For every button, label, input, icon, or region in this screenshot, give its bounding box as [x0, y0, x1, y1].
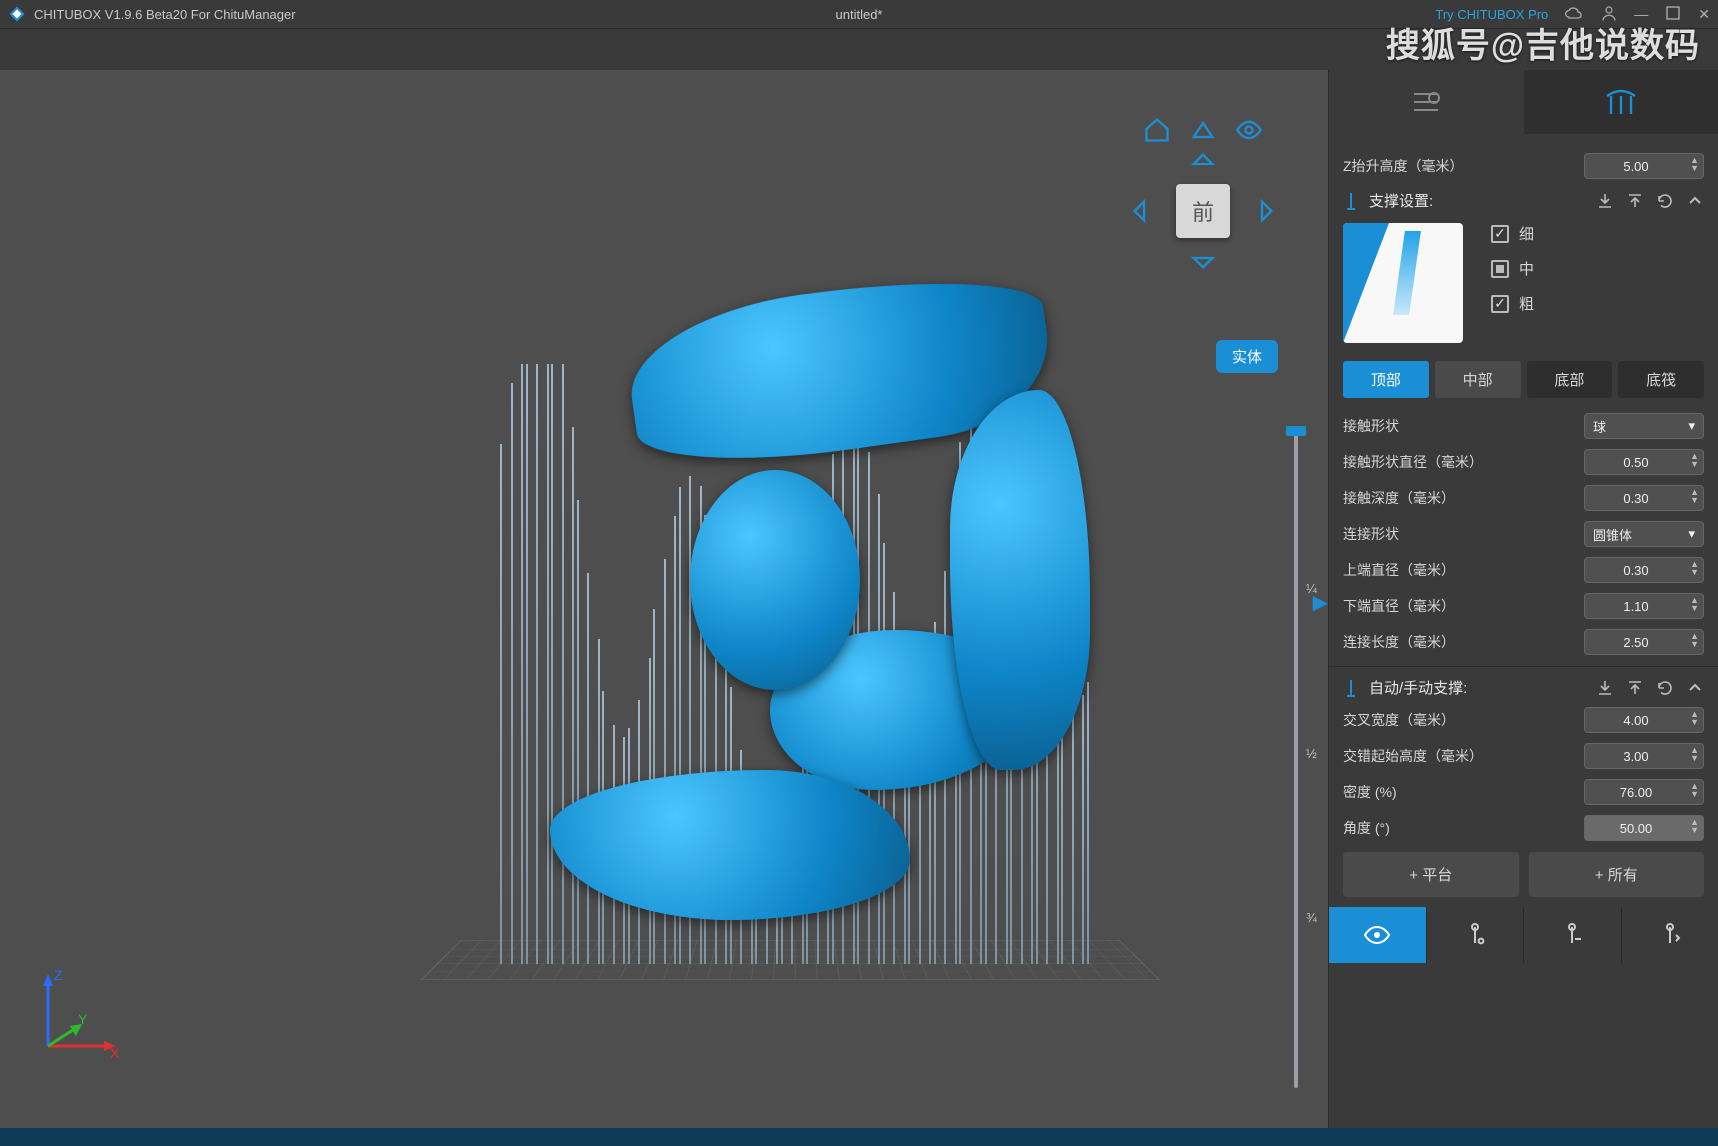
export-icon[interactable]	[1626, 679, 1644, 697]
density-label: 密度 (%)	[1343, 782, 1397, 802]
contact-depth-label: 接触深度（毫米）	[1343, 488, 1455, 508]
eye-icon[interactable]	[1235, 116, 1263, 144]
user-icon[interactable]	[1600, 4, 1618, 25]
support-icon	[1343, 191, 1359, 211]
close-icon[interactable]: ✕	[1698, 6, 1710, 23]
tab-settings[interactable]	[1329, 70, 1524, 134]
tool-remove-support[interactable]	[1524, 907, 1622, 963]
axes-gizmo: Z Y X	[30, 968, 120, 1058]
upper-diameter-input[interactable]: 0.30▲▼	[1584, 557, 1704, 583]
collapse-icon[interactable]	[1686, 192, 1704, 210]
tab-supports[interactable]	[1524, 70, 1718, 134]
support-settings-label: 支撑设置:	[1343, 190, 1433, 211]
export-icon[interactable]	[1626, 192, 1644, 210]
cross-width-label: 交叉宽度（毫米）	[1343, 710, 1455, 730]
cloud-icon[interactable]	[1564, 5, 1584, 24]
angle-input[interactable]: 50.00▲▼	[1584, 815, 1704, 841]
lower-diameter-input[interactable]: 1.10▲▼	[1584, 593, 1704, 619]
import-icon[interactable]	[1596, 679, 1614, 697]
connect-length-input[interactable]: 2.50▲▼	[1584, 629, 1704, 655]
contact-diameter-label: 接触形状直径（毫米）	[1343, 452, 1483, 472]
tab-top[interactable]: 顶部	[1343, 361, 1429, 398]
add-platform-button[interactable]: + 平台	[1343, 852, 1519, 897]
z-lift-input[interactable]: 5.00▲▼	[1584, 153, 1704, 179]
perspective-icon[interactable]	[1189, 116, 1217, 144]
right-arrow-icon[interactable]	[1248, 197, 1276, 225]
cross-width-input[interactable]: 4.00▲▼	[1584, 707, 1704, 733]
refresh-icon[interactable]	[1656, 679, 1674, 697]
slider-tick-1: ¼	[1306, 581, 1317, 596]
connect-length-label: 连接长度（毫米）	[1343, 632, 1455, 652]
stagger-start-input[interactable]: 3.00▲▼	[1584, 743, 1704, 769]
up-arrow-icon[interactable]	[1189, 150, 1217, 178]
connect-shape-label: 连接形状	[1343, 524, 1399, 544]
contact-shape-label: 接触形状	[1343, 416, 1399, 436]
slider-tick-2: ½	[1306, 746, 1317, 761]
support-preview	[1343, 223, 1463, 343]
density-input[interactable]: 76.00▲▼	[1584, 779, 1704, 805]
side-panel: Z抬升高度（毫米） 5.00▲▼ 支撑设置:	[1328, 70, 1718, 1128]
down-arrow-icon[interactable]	[1189, 244, 1217, 272]
document-title: untitled*	[836, 7, 883, 22]
view-front-button[interactable]: 前	[1176, 184, 1230, 238]
support-icon	[1343, 678, 1359, 698]
slider-tick-3: ¾	[1306, 910, 1317, 925]
model-preview	[430, 210, 1150, 1020]
thickness-medium[interactable]: 中	[1491, 258, 1534, 279]
thickness-thin[interactable]: 细	[1491, 223, 1534, 244]
connect-shape-select[interactable]: 圆锥体▾	[1584, 521, 1704, 547]
render-mode-button[interactable]: 实体	[1216, 340, 1278, 373]
upper-diameter-label: 上端直径（毫米）	[1343, 560, 1455, 580]
import-icon[interactable]	[1596, 192, 1614, 210]
contact-shape-select[interactable]: 球▾	[1584, 413, 1704, 439]
tool-add-support[interactable]	[1427, 907, 1525, 963]
app-logo-icon	[8, 5, 26, 23]
contact-diameter-input[interactable]: 0.50▲▼	[1584, 449, 1704, 475]
tool-visibility[interactable]	[1329, 907, 1427, 963]
viewport-3d[interactable]: 前 实体 ▶ ¼ ½ ¾ Z Y X	[0, 70, 1328, 1128]
titlebar: CHITUBOX V1.9.6 Beta20 For ChituManager …	[0, 0, 1718, 28]
svg-text:Z: Z	[54, 968, 63, 983]
z-lift-label: Z抬升高度（毫米）	[1343, 156, 1464, 176]
collapse-icon[interactable]	[1686, 679, 1704, 697]
tab-bottom[interactable]: 底部	[1527, 361, 1613, 398]
svg-text:X: X	[110, 1045, 120, 1058]
app-title: CHITUBOX V1.9.6 Beta20 For ChituManager	[34, 7, 296, 22]
angle-label: 角度 (°)	[1343, 818, 1390, 838]
slider-thumb[interactable]	[1286, 426, 1306, 436]
home-icon[interactable]	[1143, 116, 1171, 144]
toolbar-stripe	[0, 28, 1718, 70]
contact-depth-input[interactable]: 0.30▲▼	[1584, 485, 1704, 511]
auto-manual-label: 自动/手动支撑:	[1343, 677, 1467, 698]
svg-text:Y: Y	[78, 1011, 88, 1027]
refresh-icon[interactable]	[1656, 192, 1674, 210]
add-all-button[interactable]: + 所有	[1529, 852, 1705, 897]
status-bar	[0, 1128, 1718, 1146]
tab-middle[interactable]: 中部	[1435, 361, 1521, 398]
thickness-thick[interactable]: 粗	[1491, 293, 1534, 314]
stagger-start-label: 交错起始高度（毫米）	[1343, 746, 1483, 766]
tab-raft[interactable]: 底筏	[1618, 361, 1704, 398]
layer-slider[interactable]: ¼ ½ ¾	[1274, 430, 1318, 1088]
try-pro-link[interactable]: Try CHITUBOX Pro	[1435, 7, 1548, 22]
minimize-icon[interactable]: —	[1634, 6, 1648, 23]
lower-diameter-label: 下端直径（毫米）	[1343, 596, 1455, 616]
tool-edit-support[interactable]	[1622, 907, 1718, 963]
maximize-icon[interactable]	[1666, 6, 1680, 23]
